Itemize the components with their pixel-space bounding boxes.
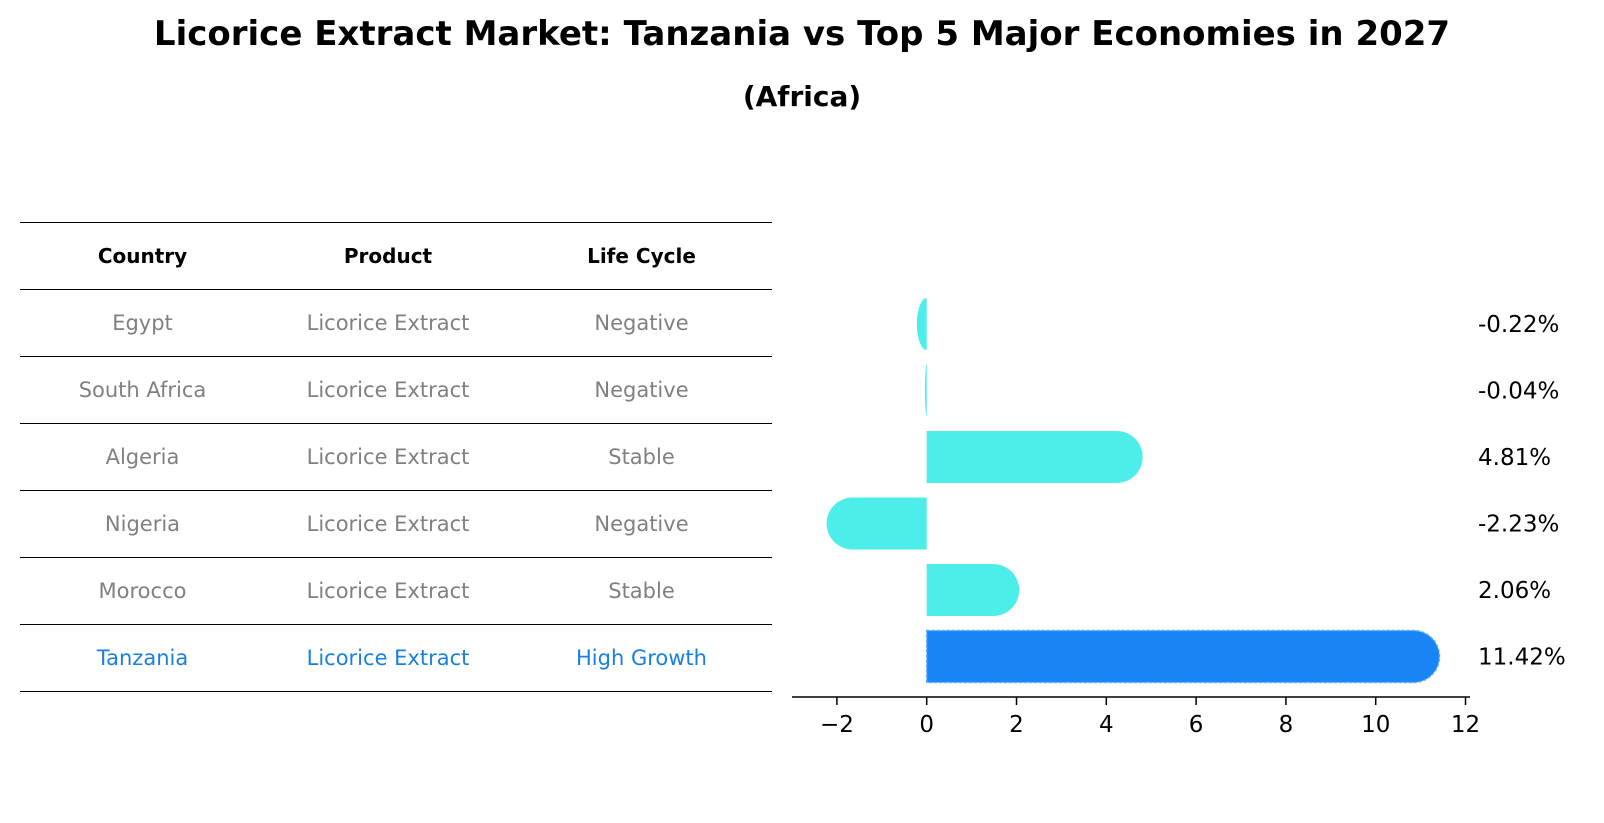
x-tick-label: 12 xyxy=(1451,712,1480,738)
life-cycle-cell: Negative xyxy=(511,289,772,357)
value-label: -0.04% xyxy=(1478,379,1559,405)
country-cell: Egypt xyxy=(20,289,265,357)
country-cell: Algeria xyxy=(20,423,265,491)
bar xyxy=(924,364,927,417)
bar xyxy=(826,497,927,550)
table-row: South Africa Licorice Extract Negative xyxy=(20,356,772,424)
x-tick-label: 4 xyxy=(1099,712,1114,738)
country-cell: South Africa xyxy=(20,356,265,424)
table-row: Morocco Licorice Extract Stable xyxy=(20,557,772,625)
life-cycle-cell: Stable xyxy=(511,423,772,491)
bar xyxy=(916,298,927,350)
country-cell: Tanzania xyxy=(20,624,265,692)
x-tick-label: 0 xyxy=(919,712,934,738)
product-cell: Licorice Extract xyxy=(265,289,511,357)
country-cell: Nigeria xyxy=(20,490,265,558)
product-cell: Licorice Extract xyxy=(265,490,511,558)
table-row: Egypt Licorice Extract Negative xyxy=(20,289,772,357)
life-cycle-cell: Stable xyxy=(511,557,772,625)
table-header-row: Country Product Life Cycle xyxy=(20,222,772,290)
life-cycle-cell: Negative xyxy=(511,490,772,558)
life-cycle-cell: High Growth xyxy=(511,624,772,692)
product-cell: Licorice Extract xyxy=(265,624,511,692)
bar-highlight xyxy=(925,629,1441,684)
x-tick-label: 6 xyxy=(1189,712,1204,738)
table-row: Algeria Licorice Extract Stable xyxy=(20,423,772,491)
bar xyxy=(926,564,1020,616)
value-label: 2.06% xyxy=(1478,578,1551,604)
x-tick-label: 2 xyxy=(1009,712,1024,738)
header-life-cycle: Life Cycle xyxy=(511,222,772,290)
value-label: -2.23% xyxy=(1478,512,1559,538)
header-country: Country xyxy=(20,222,265,290)
table-row: Nigeria Licorice Extract Negative xyxy=(20,490,772,558)
product-cell: Licorice Extract xyxy=(265,557,511,625)
chart-title: Licorice Extract Market: Tanzania vs Top… xyxy=(153,14,1451,54)
comparison-table: Country Product Life Cycle Egypt Licoric… xyxy=(20,222,772,692)
country-cell: Morocco xyxy=(20,557,265,625)
x-tick-label: 8 xyxy=(1279,712,1294,738)
bar xyxy=(926,431,1143,483)
value-label: 11.42% xyxy=(1478,645,1566,671)
x-tick-label: −2 xyxy=(820,712,854,738)
product-cell: Licorice Extract xyxy=(265,423,511,491)
value-label: 4.81% xyxy=(1478,445,1551,471)
product-cell: Licorice Extract xyxy=(265,356,511,424)
value-label: -0.22% xyxy=(1478,312,1559,338)
table-row-highlight: Tanzania Licorice Extract High Growth xyxy=(20,624,772,692)
header-product: Product xyxy=(265,222,511,290)
life-cycle-cell: Negative xyxy=(511,356,772,424)
x-tick-label: 10 xyxy=(1361,712,1390,738)
chart-subtitle: (Africa) xyxy=(742,80,862,113)
